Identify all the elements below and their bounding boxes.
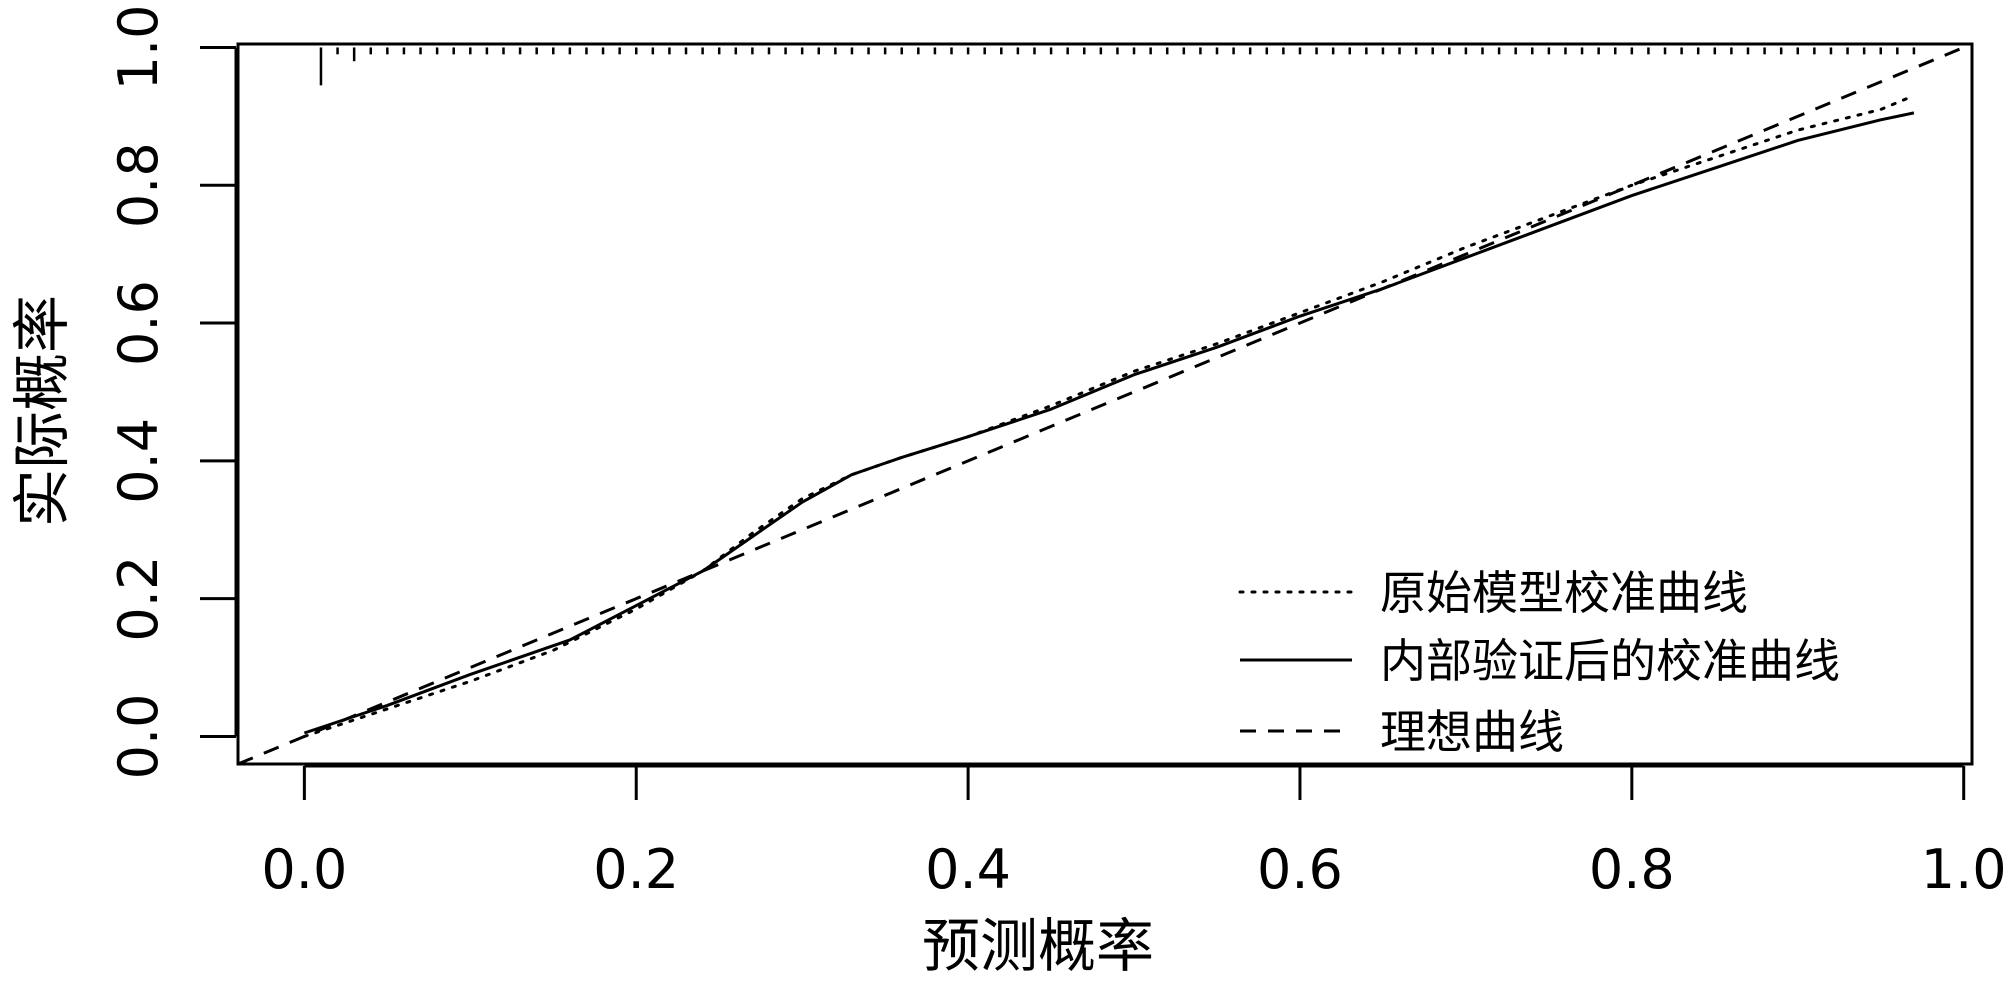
y-tick-label: 0.0 xyxy=(107,693,170,779)
plot-frame-layer xyxy=(236,42,1974,766)
legend-label-1: 原始模型校准曲线 xyxy=(1380,566,1748,620)
series-line-3 xyxy=(237,42,1973,766)
plot-frame xyxy=(236,42,1974,766)
x-tick-label: 1.0 xyxy=(1921,838,2007,901)
legend-label-2: 内部验证后的校准曲线 xyxy=(1380,634,1840,688)
rug-layer xyxy=(319,47,1916,86)
y-tick-label: 1.0 xyxy=(107,4,170,90)
x-tick-label: 0.0 xyxy=(261,838,347,901)
series-layer xyxy=(237,42,1973,766)
x-tick-label: 0.4 xyxy=(925,838,1011,901)
x-tick-label: 0.6 xyxy=(1257,838,1343,901)
y-axis-title: 实际概率 xyxy=(8,295,76,527)
x-tick-label: 0.8 xyxy=(1589,838,1675,901)
series-line-2 xyxy=(303,111,1915,735)
legend-label-3: 理想曲线 xyxy=(1380,705,1564,759)
y-tick-label: 0.4 xyxy=(107,418,170,504)
axis-layer: 0.0 0.2 0.4 0.6 0.8 1.0 0.0 0.2 0.4 0.6 0.8 1.0 xyxy=(107,4,2007,901)
y-tick-label: 0.6 xyxy=(107,280,170,366)
series-line-1 xyxy=(302,94,1916,738)
y-tick-label: 0.2 xyxy=(107,556,170,642)
y-tick-label: 0.8 xyxy=(107,142,170,228)
x-axis-title: 预测概率 xyxy=(922,912,1154,980)
x-tick-label: 0.2 xyxy=(593,838,679,901)
